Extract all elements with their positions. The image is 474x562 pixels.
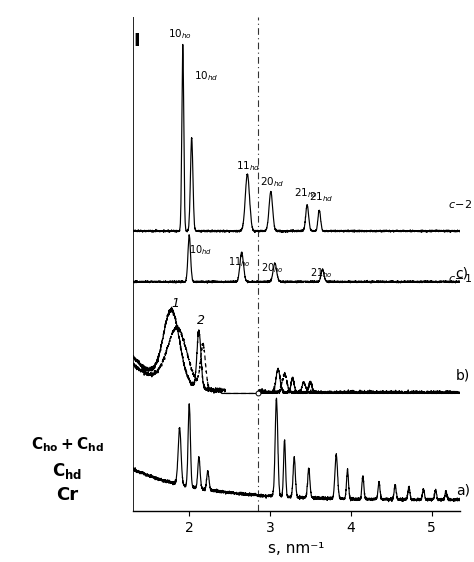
- Text: 1: 1: [172, 297, 180, 310]
- Text: $21_{ho}$: $21_{ho}$: [310, 266, 332, 280]
- Text: $\mathbf{C_{ho}+C_{hd}}$: $\mathbf{C_{ho}+C_{hd}}$: [31, 436, 104, 454]
- Text: c): c): [456, 267, 469, 280]
- Text: $10_{hd}$: $10_{hd}$: [189, 243, 212, 257]
- Text: $10_{hd}$: $10_{hd}$: [194, 69, 219, 83]
- Text: $20_{hd}$: $20_{hd}$: [260, 175, 285, 189]
- Text: $21_{ho}$: $21_{ho}$: [294, 186, 319, 200]
- Text: a): a): [456, 484, 470, 498]
- Text: $\mathbf{C_{hd}}$: $\mathbf{C_{hd}}$: [52, 461, 82, 481]
- Text: 2: 2: [197, 314, 205, 327]
- Text: $20_{ho}$: $20_{ho}$: [261, 261, 284, 275]
- Text: b): b): [456, 368, 470, 382]
- Text: $11_{hd}$: $11_{hd}$: [236, 159, 261, 173]
- X-axis label: s, nm⁻¹: s, nm⁻¹: [268, 541, 324, 556]
- Text: $10_{ho}$: $10_{ho}$: [167, 28, 191, 42]
- Text: $c\!-\!1$: $c\!-\!1$: [447, 272, 472, 284]
- Text: Cr: Cr: [56, 487, 78, 505]
- Text: $11_{ho}$: $11_{ho}$: [228, 255, 251, 269]
- Text: $21_{hd}$: $21_{hd}$: [309, 190, 333, 204]
- Text: $c\!-\!2$: $c\!-\!2$: [447, 198, 472, 210]
- Text: I: I: [134, 33, 140, 51]
